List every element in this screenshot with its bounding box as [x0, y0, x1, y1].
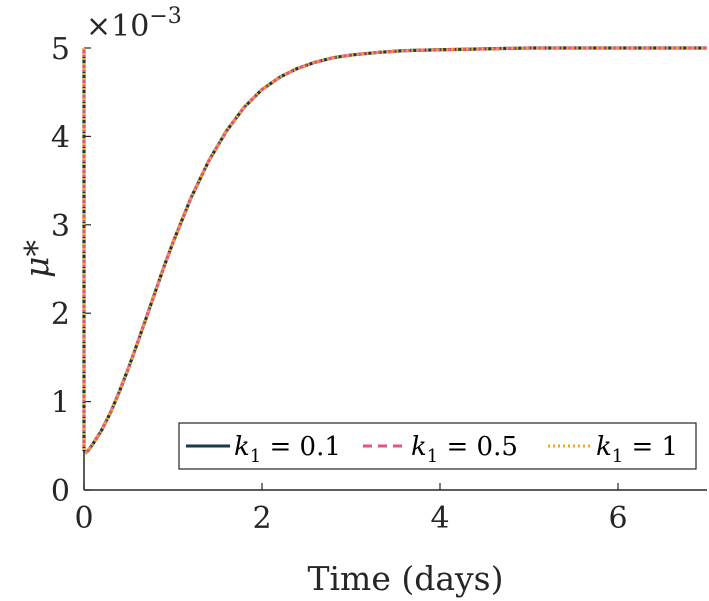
y-tick-label: 2 [51, 297, 70, 332]
y-tick-label: 5 [51, 32, 70, 67]
series-line-1 [82, 46, 707, 455]
legend-subscript: 1 [612, 446, 623, 467]
y-tick-label: 1 [51, 386, 70, 421]
legend-box [178, 422, 697, 470]
legend-label-3: k1 = 1 [596, 432, 678, 467]
legend: k1 = 0.1 k1 = 0.5 k1 = 1 [178, 422, 697, 470]
x-tick-label: 4 [430, 501, 449, 536]
series-line-2 [82, 46, 707, 455]
legend-label-1: k1 = 0.1 [234, 432, 341, 467]
x-tick-label: 0 [74, 501, 93, 536]
x-tick-label: 2 [252, 501, 271, 536]
x-tick-label: 6 [608, 501, 627, 536]
x-axis-label: Time (days) [307, 559, 503, 598]
legend-label-2: k1 = 0.5 [411, 432, 518, 467]
legend-value: = 0.5 [438, 432, 518, 462]
legend-value: = 1 [623, 432, 678, 462]
y-axis-label: μ* [17, 240, 56, 278]
y-axis-exponent-power: −3 [149, 4, 181, 29]
y-axis-exponent: ×10−3 [86, 4, 182, 44]
y-tick-label: 3 [51, 209, 70, 244]
legend-entries: k1 = 0.1 k1 = 0.5 k1 = 1 [186, 432, 678, 467]
x-ticks: 0 2 4 6 [74, 483, 628, 536]
legend-var: k [411, 432, 427, 462]
legend-value: = 0.1 [261, 432, 341, 462]
y-tick-label: 0 [51, 474, 70, 509]
legend-subscript: 1 [250, 446, 261, 467]
y-ticks: 0 1 2 3 4 5 [51, 32, 91, 509]
y-axis-exponent-base: ×10 [86, 9, 149, 44]
legend-var: k [596, 432, 612, 462]
series-line-3 [82, 46, 707, 455]
series-group [82, 46, 707, 455]
y-tick-label: 4 [51, 120, 70, 155]
legend-var: k [234, 432, 250, 462]
legend-subscript: 1 [427, 446, 438, 467]
